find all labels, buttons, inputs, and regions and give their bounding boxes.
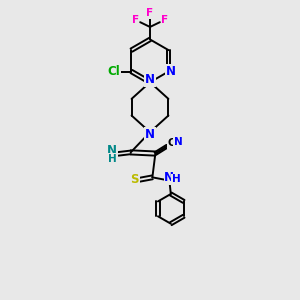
Text: C: C — [168, 139, 176, 148]
Text: N: N — [164, 171, 174, 184]
Text: N: N — [145, 128, 155, 141]
Text: N: N — [145, 74, 155, 86]
Text: H: H — [172, 174, 181, 184]
Text: S: S — [130, 173, 139, 186]
Text: F: F — [132, 15, 139, 26]
Text: N: N — [174, 137, 183, 147]
Text: N: N — [166, 65, 176, 78]
Text: N: N — [107, 143, 117, 157]
Text: Cl: Cl — [108, 65, 121, 78]
Text: H: H — [108, 154, 117, 164]
Text: F: F — [161, 15, 168, 26]
Text: F: F — [146, 8, 154, 18]
